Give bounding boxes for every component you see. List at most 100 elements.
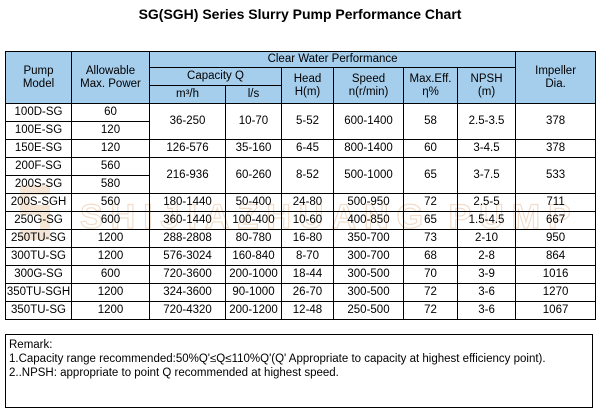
cell-eff: 60 <box>403 139 458 158</box>
table-row: 200S-SG 580 <box>5 175 596 194</box>
cell-speed: 300-500 <box>333 283 404 302</box>
cell-dia: 667 <box>515 211 597 230</box>
cell-model: 200S-SG <box>5 175 72 194</box>
table-row: 350TU-SG 1200 720-4320 200-1200 12-48 25… <box>5 301 597 320</box>
cell-npsh: 3-6 <box>456 283 517 302</box>
cell-speed: 500-1000 <box>333 157 404 194</box>
cell-model: 250TU-SG <box>5 229 72 248</box>
cell-dia: 378 <box>515 103 597 140</box>
cell-eff: 73 <box>403 229 458 248</box>
remark-line-1: 1.Capacity range recommended:50%Q'≤Q≤110… <box>9 353 546 365</box>
table-row: 100E-SG 120 <box>5 121 596 140</box>
performance-table: Pump Model Allowable Max. Power Clear Wa… <box>5 51 597 320</box>
cell-npsh: 3-9 <box>456 265 517 284</box>
cell-capacity-ls: 100-400 <box>225 211 282 230</box>
cell-capacity-m3h: 576-3024 <box>149 247 226 266</box>
cell-power: 120 <box>71 121 150 140</box>
cell-head: 10-60 <box>281 211 334 230</box>
cell-head: 12-48 <box>281 301 334 320</box>
cell-model: 200S-SGH <box>5 193 72 212</box>
cell-head: 18-44 <box>281 265 334 284</box>
cell-head: 6-45 <box>281 139 334 158</box>
cell-dia: 711 <box>515 193 597 212</box>
cell-capacity-ls: 90-1000 <box>225 283 282 302</box>
cell-head: 16-80 <box>281 229 334 248</box>
cell-power: 560 <box>71 193 150 212</box>
header-capacity-m3h: m³/h <box>149 85 226 104</box>
cell-eff: 65 <box>403 211 458 230</box>
cell-power: 1200 <box>71 283 150 302</box>
header-max-eff: Max.Eff. η% <box>403 67 458 104</box>
cell-speed: 800-1400 <box>333 139 404 158</box>
cell-model: 250G-SG <box>5 211 72 230</box>
cell-head: 8-70 <box>281 247 334 266</box>
header-npsh: NPSH (m) <box>456 67 517 104</box>
cell-power: 560 <box>71 157 150 176</box>
cell-npsh: 2.5-5 <box>456 193 517 212</box>
cell-capacity-m3h: 720-3600 <box>149 265 226 284</box>
cell-capacity-ls: 80-780 <box>225 229 282 248</box>
cell-eff: 70 <box>403 265 458 284</box>
cell-eff: 58 <box>403 103 458 140</box>
cell-npsh: 2.5-3.5 <box>456 103 517 140</box>
cell-npsh: 1.5-4.5 <box>456 211 517 230</box>
cell-eff: 72 <box>403 193 458 212</box>
cell-head: 5-52 <box>281 103 334 140</box>
cell-eff: 72 <box>403 301 458 320</box>
cell-dia: 1067 <box>515 301 597 320</box>
cell-dia: 950 <box>515 229 597 248</box>
cell-power: 600 <box>71 265 150 284</box>
cell-model: 350TU-SG <box>5 301 72 320</box>
cell-speed: 250-500 <box>333 301 404 320</box>
cell-power: 600 <box>71 211 150 230</box>
header-allowable-max-power: Allowable Max. Power <box>71 51 150 104</box>
cell-dia: 1270 <box>515 283 597 302</box>
header-capacity: Capacity Q <box>149 67 282 86</box>
cell-capacity-m3h: 360-1440 <box>149 211 226 230</box>
header-head: Head H(m) <box>281 67 334 104</box>
cell-power: 1200 <box>71 229 150 248</box>
cell-npsh: 3-4.5 <box>456 139 517 158</box>
header-speed: Speed n(r/min) <box>333 67 404 104</box>
cell-power: 60 <box>71 103 150 122</box>
cell-dia: 1016 <box>515 265 597 284</box>
cell-capacity-m3h: 36-250 <box>149 103 226 140</box>
cell-capacity-m3h: 216-936 <box>149 157 226 194</box>
cell-power: 1200 <box>71 247 150 266</box>
table-row: 100D-SG 60 36-250 10-70 5-52 600-1400 58… <box>5 103 597 140</box>
cell-capacity-m3h: 288-2808 <box>149 229 226 248</box>
cell-npsh: 3-6 <box>456 301 517 320</box>
table-row: 200F-SG 560 216-936 60-260 8-52 500-1000… <box>5 157 597 194</box>
page-title: SG(SGH) Series Slurry Pump Performance C… <box>138 6 462 22</box>
header-clear-water-performance: Clear Water Performance <box>148 51 517 68</box>
cell-head: 8-52 <box>281 157 334 194</box>
cell-speed: 400-850 <box>333 211 404 230</box>
cell-capacity-ls: 200-1200 <box>225 301 282 320</box>
cell-capacity-ls: 160-840 <box>225 247 282 266</box>
cell-model: 200F-SG <box>5 157 72 176</box>
cell-npsh: 2-10 <box>456 229 517 248</box>
table-row: 350TU-SGH 1200 324-3600 90-1000 26-70 30… <box>5 283 597 302</box>
cell-dia: 864 <box>515 247 597 266</box>
cell-eff: 68 <box>403 247 458 266</box>
remarks-box: Remark: 1.Capacity range recommended:50%… <box>5 334 593 408</box>
cell-capacity-ls: 200-1000 <box>225 265 282 284</box>
cell-model: 300G-SG <box>5 265 72 284</box>
cell-capacity-ls: 50-400 <box>225 193 282 212</box>
cell-speed: 500-950 <box>333 193 404 212</box>
cell-dia: 533 <box>515 157 597 194</box>
cell-capacity-ls: 35-160 <box>225 139 282 158</box>
cell-capacity-m3h: 324-3600 <box>149 283 226 302</box>
cell-head: 26-70 <box>281 283 334 302</box>
cell-model: 350TU-SGH <box>5 283 72 302</box>
cell-npsh: 2-8 <box>456 247 517 266</box>
cell-head: 24-80 <box>281 193 334 212</box>
remarks-label: Remark: <box>9 339 53 351</box>
cell-power: 1200 <box>71 301 150 320</box>
cell-speed: 600-1400 <box>333 103 404 140</box>
cell-power: 580 <box>71 175 150 194</box>
cell-model: 100D-SG <box>5 103 72 122</box>
table-row: 300G-SG 600 720-3600 200-1000 18-44 300-… <box>5 265 597 284</box>
table-row: 250G-SG 600 360-1440 100-400 10-60 400-8… <box>5 211 597 230</box>
